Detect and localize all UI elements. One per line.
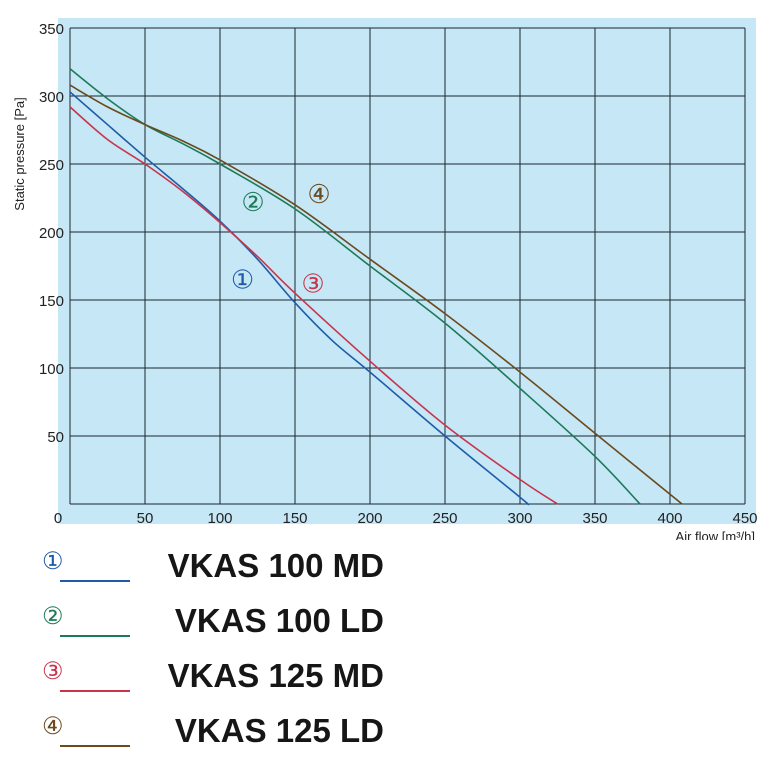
legend-item-4: ④ VKAS 125 LD: [40, 711, 384, 751]
x-tick-label: 250: [432, 510, 457, 527]
legend-label: VKAS 125 MD: [167, 657, 384, 694]
x-tick-label: 150: [282, 510, 307, 527]
legend-label: VKAS 100 MD: [167, 547, 384, 584]
legend-line-swatch: [60, 635, 130, 637]
x-tick-label: 300: [507, 510, 532, 527]
x-tick-label: 100: [207, 510, 232, 527]
series-marker-label-2: ②: [241, 187, 264, 217]
series-line-3: [69, 106, 558, 505]
x-tick-label: 0: [54, 510, 62, 527]
tick-labels: 0 50 100 150 200 250 300 350 400 450 50 100 150 200 25…: [39, 21, 758, 527]
y-axis-label: Static pressure [Pa]: [12, 97, 27, 210]
legend-item-2: ② VKAS 100 LD: [40, 601, 384, 641]
x-tick-label: 450: [732, 510, 757, 527]
series-marker-label-3: ③: [301, 269, 324, 299]
series-line-4: [69, 84, 683, 505]
legend-marker: ④: [42, 713, 64, 740]
y-tick-label: 250: [39, 157, 64, 174]
x-tick-label: 50: [137, 510, 154, 527]
y-tick-label: 50: [47, 429, 64, 446]
legend-item-3: ③ VKAS 125 MD: [40, 656, 384, 696]
legend-item-1: ① VKAS 100 MD: [40, 546, 384, 586]
grid: [69, 27, 746, 505]
curves: ① ② ③ ④: [69, 68, 683, 506]
legend-label: VKAS 125 LD: [174, 712, 384, 749]
y-tick-label: 150: [39, 293, 64, 310]
y-tick-label: 300: [39, 89, 64, 106]
plot-background: [58, 18, 756, 524]
series-marker-label-1: ①: [231, 265, 254, 295]
y-tick-label: 200: [39, 225, 64, 242]
legend-marker: ③: [42, 658, 64, 685]
series-marker-label-4: ④: [307, 179, 330, 209]
legend-marker: ②: [42, 603, 64, 630]
legend-marker: ①: [42, 548, 64, 575]
y-tick-label: 100: [39, 361, 64, 378]
x-axis-label: Air flow [m³/h]: [676, 529, 755, 540]
y-tick-label: 350: [39, 21, 64, 38]
legend-line-swatch: [60, 580, 130, 582]
x-tick-label: 200: [357, 510, 382, 527]
legend-line-swatch: [60, 745, 130, 747]
fan-curve-chart: ① ② ③ ④ 0 50 100 150 200 250 300 350 400 450 50 100 150…: [12, 18, 758, 540]
x-tick-label: 350: [582, 510, 607, 527]
legend-label: VKAS 100 LD: [174, 602, 384, 639]
x-tick-label: 400: [657, 510, 682, 527]
series-line-1: [69, 91, 530, 506]
legend-line-swatch: [60, 690, 130, 692]
